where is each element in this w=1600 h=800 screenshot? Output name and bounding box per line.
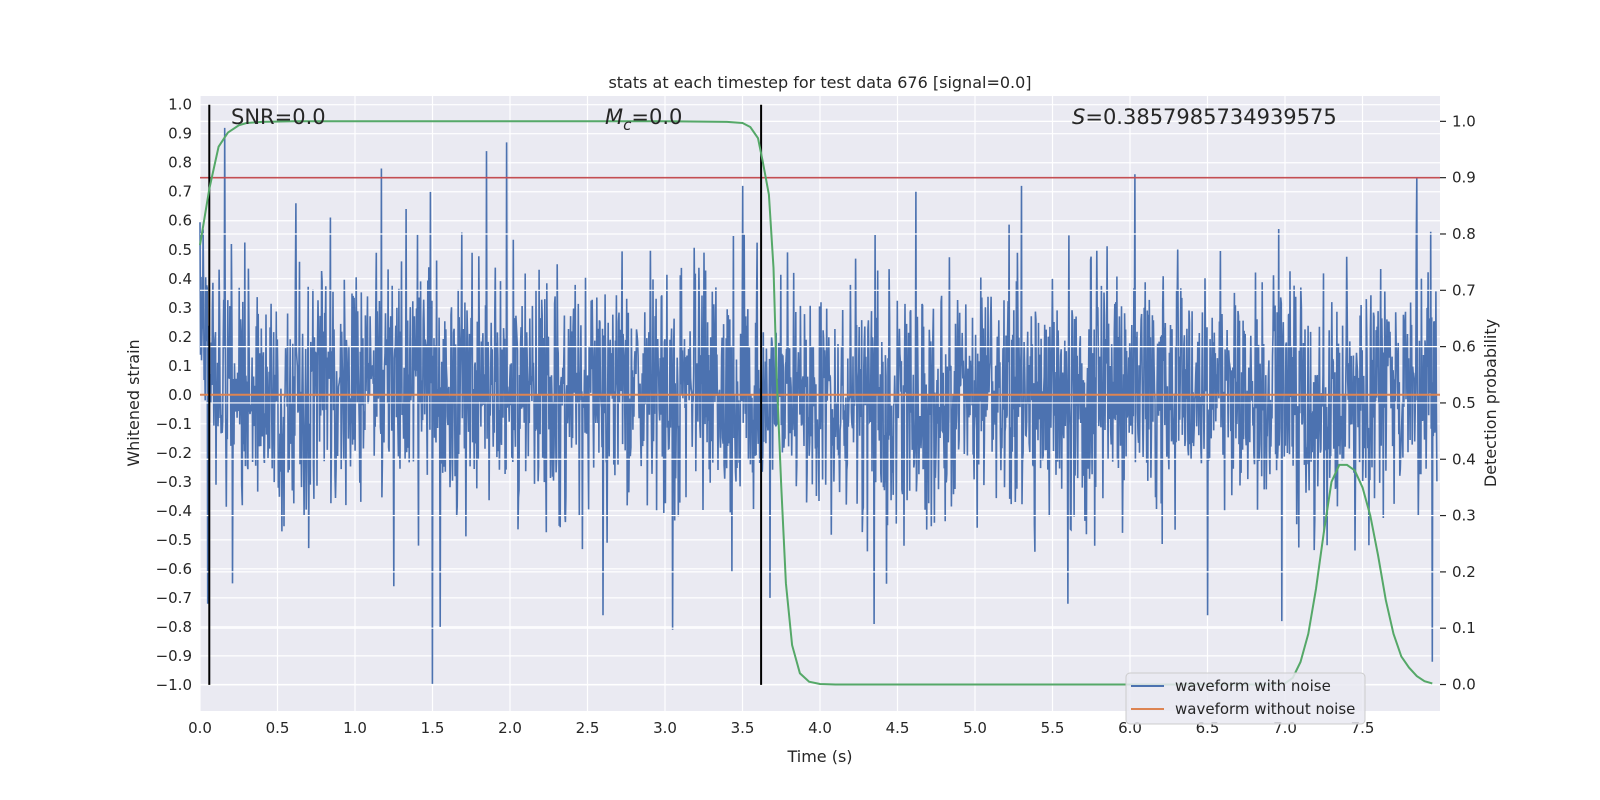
y-tick-label: 0.4 [168,270,192,288]
y-tick-label: 0.3 [168,299,192,317]
annotation-chirp-mass-subscript: c [623,116,632,134]
y-tick-label: 0.5 [168,241,192,259]
y-tick-label: −0.6 [156,560,192,578]
annotation-chirp-mass-value: =0.0 [631,105,682,129]
y-tick-label: −0.1 [156,415,192,433]
annotation-statistic-symbol: S [1072,105,1085,129]
y-tick-label: −1.0 [156,676,192,694]
x-tick-label: 4.5 [886,719,910,737]
y-tick-label: −0.8 [156,618,192,636]
x-tick-label: 1.0 [343,719,367,737]
y-tick-label: −0.3 [156,473,192,491]
x-tick-label: 2.5 [576,719,600,737]
y2-tick-label: 0.1 [1452,619,1476,637]
y-axis-label: Whitened strain [124,339,143,466]
y-tick-label: −0.5 [156,531,192,549]
x-tick-label: 1.5 [421,719,445,737]
y-tick-label: 0.0 [168,386,192,404]
x-tick-label: 5.5 [1041,719,1065,737]
legend-box [1125,672,1366,725]
y-tick-label: 0.8 [168,154,192,172]
legend-label-waveform-with-noise: waveform with noise [1175,677,1331,695]
y-tick-label: 0.7 [168,183,192,201]
x-tick-label: 0.0 [188,719,212,737]
axis-ticks: 0.0 0.5 1.0 1.5 2.0 2.5 3.0 3.5 4.0 4.5 5.0 5.5 6.0 6… [156,96,1476,737]
y-tick-label: 1.0 [168,96,192,114]
legend: waveform with noise waveform without noi… [1125,672,1366,725]
x-tick-label: 3.0 [653,719,677,737]
annotation-statistic: S=0.3857985734939575 [1072,105,1337,129]
chart-title: stats at each timestep for test data 676… [608,73,1031,92]
x-tick-label: 5.0 [963,719,987,737]
annotation-snr: SNR=0.0 [231,105,326,129]
x-tick-label: 4.0 [808,719,832,737]
waveform-with-noise-line [199,127,1438,685]
y-tick-label: 0.9 [168,125,192,143]
legend-label-waveform-without-noise: waveform without noise [1175,700,1355,718]
y-tick-label: −0.2 [156,444,192,462]
y2-axis-label: Detection probability [1481,319,1500,487]
y2-tick-label: 0.0 [1452,676,1476,694]
annotation-statistic-value: =0.3857985734939575 [1085,105,1336,129]
y-tick-label: 0.2 [168,328,192,346]
detection-probability-line [199,120,1433,686]
y2-tick-label: 0.7 [1452,281,1476,299]
y-tick-label: −0.9 [156,647,192,665]
x-tick-label: 2.0 [498,719,522,737]
y2-tick-label: 1.0 [1452,112,1476,130]
y-tick-label: 0.6 [168,212,192,230]
x-tick-label: 3.5 [731,719,755,737]
y2-tick-label: 0.6 [1452,338,1476,356]
annotation-chirp-mass: Mc=0.0 [605,105,682,134]
annotation-chirp-mass-symbol: M [605,105,623,129]
y2-tick-label: 0.4 [1452,450,1476,468]
y2-tick-label: 0.9 [1452,169,1476,187]
x-axis-label: Time (s) [786,747,852,766]
y-tick-label: −0.4 [156,502,192,520]
y2-tick-label: 0.5 [1452,394,1476,412]
x-tick-label: 0.5 [266,719,290,737]
y-tick-label: −0.7 [156,589,192,607]
y2-tick-label: 0.3 [1452,507,1476,525]
y2-tick-label: 0.2 [1452,563,1476,581]
overlay-lines [199,104,1440,686]
y2-tick-label: 0.8 [1452,225,1476,243]
series-waveform-with-noise [199,127,1438,685]
y-tick-label: 0.1 [168,357,192,375]
